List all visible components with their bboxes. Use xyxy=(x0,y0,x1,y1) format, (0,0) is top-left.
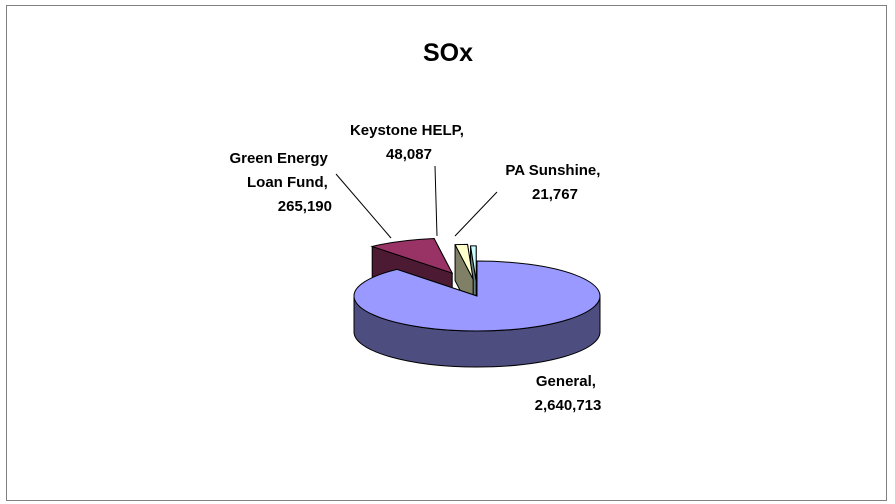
slice-pa-sunshine xyxy=(469,245,477,281)
label-pa-sunshine: PA Sunshine, 21,767 xyxy=(505,162,604,203)
leader-line-green-energy-loan-fund xyxy=(335,173,392,239)
leader-lines xyxy=(335,165,498,239)
chart-title: SOx xyxy=(423,39,473,67)
slice-green-energy-loan-fund xyxy=(370,237,454,274)
label-green-energy-loan-fund: Green Energy Loan Fund, 265,190 xyxy=(229,150,332,215)
leader-line-pa-sunshine xyxy=(454,191,498,237)
label-keystone-help: Keystone HELP, 48,087 xyxy=(350,122,468,163)
label-general: General, 2,640,713 xyxy=(535,373,602,414)
slice-general xyxy=(353,260,601,332)
chart-frame xyxy=(6,5,887,501)
slice-keystone-help xyxy=(454,243,474,280)
leader-line-keystone-help xyxy=(434,165,438,237)
pie-tops xyxy=(353,237,601,332)
